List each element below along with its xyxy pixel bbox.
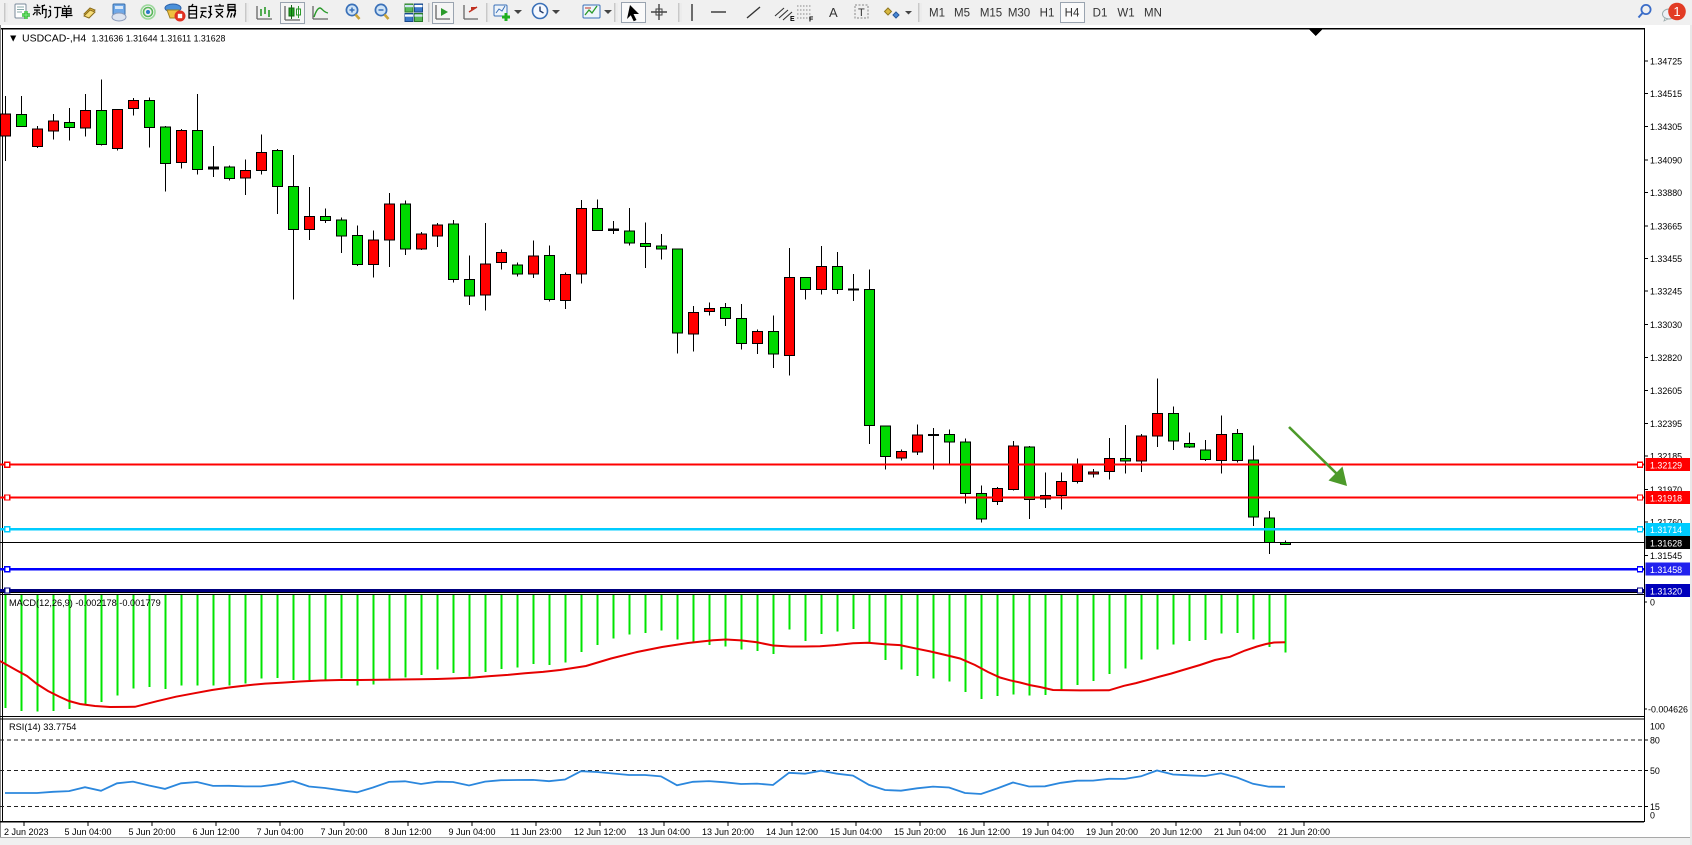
svg-text:1.32395: 1.32395 (1650, 419, 1682, 429)
svg-text:1.34515: 1.34515 (1650, 89, 1682, 99)
svg-text:F: F (809, 17, 814, 24)
svg-text:0: 0 (1650, 811, 1655, 821)
svg-text:1.32605: 1.32605 (1650, 386, 1682, 396)
svg-text:1.31636 1.31644 1.31611 1.3162: 1.31636 1.31644 1.31611 1.31628 (92, 34, 226, 44)
svg-text:1.32820: 1.32820 (1650, 353, 1682, 363)
svg-text:M5: M5 (954, 8, 970, 20)
svg-text:9 Jun 04:00: 9 Jun 04:00 (448, 827, 495, 837)
svg-text:1.33245: 1.33245 (1650, 287, 1682, 297)
svg-text:5 Jun 20:00: 5 Jun 20:00 (128, 827, 175, 837)
svg-text:12 Jun 12:00: 12 Jun 12:00 (574, 827, 626, 837)
svg-text:1.33030: 1.33030 (1650, 320, 1682, 330)
svg-text:1: 1 (1673, 4, 1680, 19)
svg-text:50: 50 (1650, 766, 1660, 776)
svg-text:1.31918: 1.31918 (1650, 493, 1682, 503)
svg-text:RSI(14) 33.7754: RSI(14) 33.7754 (9, 722, 76, 732)
svg-text:13 Jun 04:00: 13 Jun 04:00 (638, 827, 690, 837)
svg-text:14 Jun 12:00: 14 Jun 12:00 (766, 827, 818, 837)
svg-text:M1: M1 (929, 8, 945, 20)
svg-text:1.31714: 1.31714 (1650, 525, 1682, 535)
svg-text:1.33880: 1.33880 (1650, 188, 1682, 198)
svg-text:11 Jun 23:00: 11 Jun 23:00 (510, 827, 561, 837)
svg-text:7 Jun 04:00: 7 Jun 04:00 (256, 827, 303, 837)
svg-text:MN: MN (1144, 8, 1162, 20)
svg-text:A: A (829, 5, 838, 20)
svg-text:1.31760: 1.31760 (1650, 518, 1682, 528)
svg-text:5 Jun 04:00: 5 Jun 04:00 (64, 827, 111, 837)
svg-text:19 Jun 04:00: 19 Jun 04:00 (1022, 827, 1074, 837)
svg-text:MACD(12,26,9) -0.002178 -0.001: MACD(12,26,9) -0.002178 -0.001779 (9, 598, 161, 608)
svg-text:1.32185: 1.32185 (1650, 452, 1682, 462)
svg-text:1.31320: 1.31320 (1650, 586, 1682, 596)
svg-text:6 Jun 12:00: 6 Jun 12:00 (192, 827, 239, 837)
svg-text:H4: H4 (1065, 8, 1080, 20)
svg-text:1.33665: 1.33665 (1650, 221, 1682, 231)
svg-text:D1: D1 (1093, 8, 1108, 20)
svg-text:1.34725: 1.34725 (1650, 57, 1682, 67)
svg-text:1.33455: 1.33455 (1650, 254, 1682, 264)
svg-text:19 Jun 20:00: 19 Jun 20:00 (1086, 827, 1138, 837)
svg-text:E: E (790, 16, 795, 23)
svg-text:15: 15 (1650, 802, 1660, 812)
svg-text:0: 0 (1650, 598, 1655, 608)
svg-text:T: T (858, 7, 865, 19)
svg-text:20 Jun 12:00: 20 Jun 12:00 (1150, 827, 1202, 837)
svg-text:21 Jun 20:00: 21 Jun 20:00 (1278, 827, 1330, 837)
svg-text:1.34305: 1.34305 (1650, 122, 1682, 132)
svg-text:-0.004626: -0.004626 (1648, 705, 1688, 715)
svg-text:1.31545: 1.31545 (1650, 551, 1682, 561)
svg-text:W1: W1 (1117, 8, 1134, 20)
svg-text:1.32129: 1.32129 (1650, 461, 1682, 471)
svg-text:1.31458: 1.31458 (1650, 565, 1682, 575)
svg-text:1.34090: 1.34090 (1650, 155, 1682, 165)
svg-text:21 Jun 04:00: 21 Jun 04:00 (1214, 827, 1266, 837)
svg-text:1.31970: 1.31970 (1650, 485, 1682, 495)
svg-text:7 Jun 20:00: 7 Jun 20:00 (320, 827, 367, 837)
svg-text:H1: H1 (1040, 8, 1055, 20)
svg-text:100: 100 (1650, 721, 1665, 731)
svg-text:2 Jun 2023: 2 Jun 2023 (4, 827, 49, 837)
svg-text:M30: M30 (1008, 8, 1030, 20)
svg-text:15 Jun 20:00: 15 Jun 20:00 (894, 827, 946, 837)
svg-text:M15: M15 (980, 8, 1002, 20)
svg-text:▼: ▼ (8, 33, 18, 45)
svg-text:USDCAD-,H4: USDCAD-,H4 (22, 33, 86, 45)
svg-text:13 Jun 20:00: 13 Jun 20:00 (702, 827, 754, 837)
svg-text:1.31628: 1.31628 (1650, 538, 1682, 548)
svg-text:16 Jun 12:00: 16 Jun 12:00 (958, 827, 1010, 837)
svg-text:8 Jun 12:00: 8 Jun 12:00 (384, 827, 431, 837)
svg-text:15 Jun 04:00: 15 Jun 04:00 (830, 827, 882, 837)
svg-text:80: 80 (1650, 736, 1660, 746)
